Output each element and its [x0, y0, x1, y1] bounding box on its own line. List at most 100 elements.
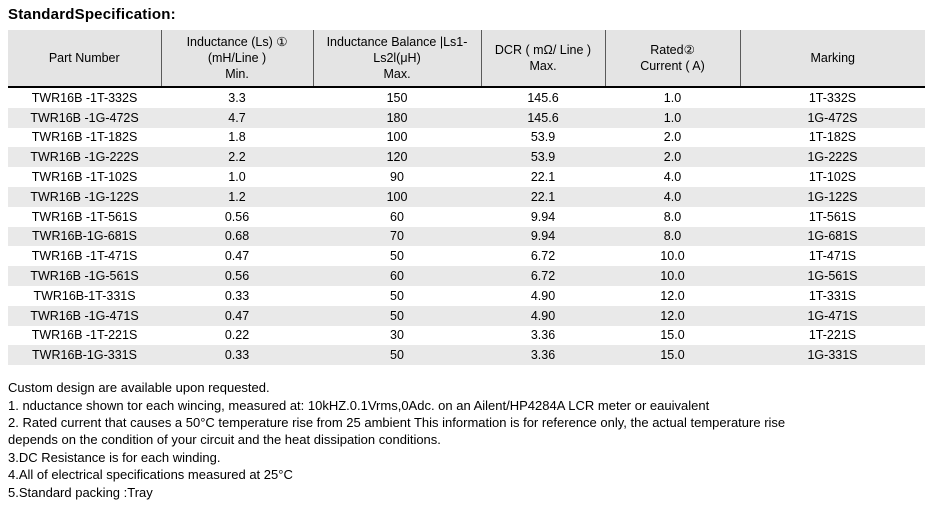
cell-dcr: 4.90 — [481, 305, 605, 326]
cell-inductance: 0.33 — [161, 345, 313, 366]
cell-part-number: TWR16B -1T-561S — [8, 206, 161, 227]
table-row: TWR16B -1G-471S 0.47 50 4.90 12.0 1G-471S — [8, 305, 925, 326]
column-header-line: Part Number — [48, 51, 120, 65]
cell-marking: 1G-222S — [740, 147, 925, 168]
note-line: 4.All of electrical specifications measu… — [8, 467, 293, 483]
table-row: TWR16B -1G-472S 4.7 180 145.6 1.0 1G-472S — [8, 107, 925, 128]
cell-inductance: 0.68 — [161, 226, 313, 247]
cell-dcr: 22.1 — [481, 167, 605, 187]
cell-inductance: 2.2 — [161, 147, 313, 168]
cell-part-number: TWR16B -1T-102S — [8, 167, 161, 187]
cell-dcr: 22.1 — [481, 186, 605, 207]
table-row: TWR16B-1G-681S 0.68 70 9.94 8.0 1G-681S — [8, 226, 925, 247]
cell-inductance: 0.56 — [161, 266, 313, 286]
note-line: depends on the condition of your circuit… — [8, 432, 441, 448]
cell-marking: 1T-221S — [740, 325, 925, 346]
cell-rated-current: 8.0 — [605, 206, 740, 227]
column-header-line: Current ( A) — [640, 59, 705, 73]
spec-table-body: TWR16B -1T-332S 3.3 150 145.6 1.0 1T-332S TWR1… — [8, 87, 925, 366]
cell-part-number: TWR16B -1G-122S — [8, 186, 161, 207]
cell-rated-current: 2.0 — [605, 127, 740, 148]
cell-inductance: 0.56 — [161, 206, 313, 227]
cell-dcr: 9.94 — [481, 226, 605, 247]
cell-dcr: 9.94 — [481, 206, 605, 227]
cell-marking: 1T-332S — [740, 87, 925, 108]
cell-dcr: 145.6 — [481, 107, 605, 128]
cell-part-number: TWR16B -1T-221S — [8, 325, 161, 346]
cell-rated-current: 1.0 — [605, 107, 740, 128]
header-row: Part Number Inductance (Ls) ① (mH/Line ) Mi… — [8, 30, 925, 88]
cell-rated-current: 4.0 — [605, 167, 740, 187]
note-line: 2. Rated current that causes a 50°C temp… — [8, 414, 786, 430]
cell-inductance-balance: 60 — [313, 266, 481, 286]
cell-marking: 1T-471S — [740, 246, 925, 267]
cell-inductance: 0.33 — [161, 285, 313, 306]
cell-inductance-balance: 30 — [313, 325, 481, 346]
cell-inductance: 0.47 — [161, 246, 313, 267]
cell-inductance-balance: 120 — [313, 147, 481, 168]
column-header-inductance: Inductance (Ls) ① (mH/Line ) Min. — [160, 30, 313, 88]
cell-inductance-balance: 50 — [313, 345, 481, 366]
cell-dcr: 4.90 — [481, 285, 605, 306]
cell-rated-current: 2.0 — [605, 147, 740, 168]
cell-inductance-balance: 50 — [313, 305, 481, 326]
cell-rated-current: 10.0 — [605, 266, 740, 286]
table-row: TWR16B-1T-331S 0.33 50 4.90 12.0 1T-331S — [8, 285, 925, 306]
table-row: TWR16B -1T-332S 3.3 150 145.6 1.0 1T-332S — [8, 87, 925, 108]
spec-table-head: Part Number Inductance (Ls) ① (mH/Line ) Mi… — [8, 30, 925, 88]
table-row: TWR16B -1T-221S 0.22 30 3.36 15.0 1T-221S — [8, 325, 925, 346]
cell-inductance-balance: 60 — [313, 206, 481, 227]
cell-inductance: 1.8 — [161, 127, 313, 148]
cell-rated-current: 12.0 — [605, 285, 740, 306]
cell-part-number: TWR16B -1T-471S — [8, 246, 161, 267]
cell-inductance: 1.2 — [161, 186, 313, 207]
cell-inductance: 1.0 — [161, 167, 313, 187]
note-line: 1. nductance shown tor each wincing, mea… — [8, 397, 710, 413]
cell-marking: 1T-331S — [740, 285, 925, 306]
cell-marking: 1G-681S — [740, 226, 925, 247]
cell-dcr: 3.36 — [481, 325, 605, 346]
cell-marking: 1T-182S — [740, 127, 925, 148]
cell-marking: 1T-102S — [740, 167, 925, 187]
cell-part-number: TWR16B-1T-331S — [8, 285, 161, 306]
cell-dcr: 6.72 — [481, 266, 605, 286]
cell-inductance-balance: 70 — [313, 226, 481, 247]
cell-rated-current: 15.0 — [605, 325, 740, 346]
cell-dcr: 53.9 — [481, 147, 605, 168]
page-title: StandardSpecification: — [8, 6, 176, 23]
note-line: 3.DC Resistance is for each winding. — [8, 449, 221, 465]
cell-marking: 1G-331S — [740, 345, 925, 366]
cell-rated-current: 10.0 — [605, 246, 740, 267]
cell-rated-current: 12.0 — [605, 305, 740, 326]
cell-inductance: 0.47 — [161, 305, 313, 326]
column-header-line: Inductance Balance |Ls1- — [326, 35, 468, 49]
cell-inductance-balance: 100 — [313, 127, 481, 148]
notes-section: Custom design are available upon request… — [8, 379, 925, 501]
cell-part-number: TWR16B -1G-472S — [8, 107, 161, 128]
column-header-line: Min. — [225, 67, 249, 81]
cell-inductance: 4.7 — [161, 107, 313, 128]
table-row: TWR16B -1G-222S 2.2 120 53.9 2.0 1G-222S — [8, 147, 925, 168]
cell-inductance-balance: 50 — [313, 246, 481, 267]
cell-marking: 1T-561S — [740, 206, 925, 227]
cell-part-number: TWR16B-1G-681S — [8, 226, 161, 247]
column-header-marking: Marking — [739, 30, 925, 88]
column-header-dcr: DCR ( mΩ/ Line ) Max. — [480, 30, 605, 88]
spec-table: Part Number Inductance (Ls) ① (mH/Line ) Mi… — [8, 30, 925, 366]
cell-inductance: 3.3 — [161, 87, 313, 108]
column-header-line: Max. — [529, 59, 557, 73]
cell-dcr: 53.9 — [481, 127, 605, 148]
cell-part-number: TWR16B -1G-222S — [8, 147, 161, 168]
cell-marking: 1G-472S — [740, 107, 925, 128]
cell-inductance: 0.22 — [161, 325, 313, 346]
column-header-line: Max. — [383, 67, 411, 81]
column-header-inductance-balance: Inductance Balance |Ls1- Ls2l(μH) Max. — [312, 30, 481, 88]
table-row: TWR16B -1T-182S 1.8 100 53.9 2.0 1T-182S — [8, 127, 925, 148]
cell-inductance-balance: 90 — [313, 167, 481, 187]
cell-part-number: TWR16B -1G-471S — [8, 305, 161, 326]
cell-dcr: 3.36 — [481, 345, 605, 366]
cell-part-number: TWR16B -1T-182S — [8, 127, 161, 148]
cell-marking: 1G-471S — [740, 305, 925, 326]
table-row: TWR16B -1G-122S 1.2 100 22.1 4.0 1G-122S — [8, 186, 925, 207]
